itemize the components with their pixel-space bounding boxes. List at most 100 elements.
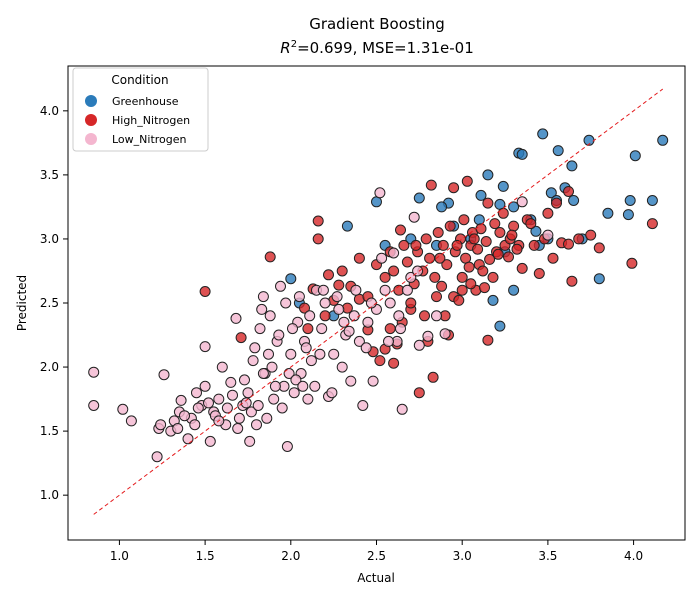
chart-title: Gradient Boosting (309, 15, 445, 33)
point-greenhouse-14 (622, 209, 634, 221)
point-low-nitrogen-113 (376, 252, 388, 264)
point-low-nitrogen-41 (285, 348, 297, 360)
point-low-nitrogen-95 (280, 297, 292, 309)
point-low-nitrogen-34 (263, 348, 274, 360)
y-tick-label: 1.5 (40, 424, 59, 438)
point-high-nitrogen-100 (353, 252, 365, 264)
point-low-nitrogen-90 (261, 412, 273, 424)
point-greenhouse-22 (436, 201, 448, 213)
point-high-nitrogen-104 (419, 310, 430, 322)
x-tick-label: 2.5 (367, 549, 386, 563)
point-high-nitrogen-111 (434, 252, 446, 264)
point-low-nitrogen-69 (396, 403, 408, 415)
point-high-nitrogen-85 (463, 261, 475, 273)
point-high-nitrogen-103 (405, 297, 417, 309)
point-low-nitrogen-60 (362, 316, 374, 328)
point-low-nitrogen-1 (88, 400, 100, 411)
point-greenhouse-9 (566, 160, 578, 172)
point-greenhouse-18 (371, 196, 382, 208)
x-tick-label: 3.5 (538, 549, 557, 563)
point-high-nitrogen-93 (497, 207, 509, 219)
point-greenhouse-4 (537, 128, 549, 140)
point-high-nitrogen-54 (566, 275, 578, 287)
point-high-nitrogen-51 (551, 197, 562, 209)
point-low-nitrogen-115 (393, 310, 405, 322)
point-low-nitrogen-98 (290, 374, 302, 386)
point-high-nitrogen-53 (563, 238, 574, 250)
point-high-nitrogen-7 (323, 269, 334, 281)
point-greenhouse-6 (475, 189, 487, 201)
point-high-nitrogen-87 (472, 243, 484, 255)
point-high-nitrogen-17 (388, 357, 400, 369)
point-greenhouse-34 (508, 284, 520, 296)
point-high-nitrogen-55 (573, 233, 585, 245)
point-high-nitrogen-80 (441, 259, 453, 271)
point-low-nitrogen-73 (422, 330, 434, 342)
point-low-nitrogen-116 (401, 284, 413, 296)
point-high-nitrogen-24 (431, 291, 442, 303)
point-greenhouse-3 (530, 225, 542, 237)
point-high-nitrogen-56 (585, 229, 597, 241)
point-low-nitrogen-14 (191, 387, 202, 399)
point-low-nitrogen-50 (319, 297, 331, 309)
point-low-nitrogen-56 (345, 375, 357, 387)
point-high-nitrogen-107 (465, 278, 477, 290)
point-high-nitrogen-109 (395, 224, 406, 236)
point-low-nitrogen-42 (288, 387, 300, 399)
point-low-nitrogen-20 (213, 393, 225, 405)
point-low-nitrogen-75 (439, 328, 451, 340)
point-low-nitrogen-64 (379, 284, 391, 296)
point-low-nitrogen-7 (158, 369, 170, 381)
point-high-nitrogen-15 (374, 355, 386, 367)
point-low-nitrogen-61 (367, 375, 379, 387)
point-greenhouse-16 (545, 187, 557, 199)
point-low-nitrogen-4 (151, 451, 163, 463)
legend-label-greenhouse: Greenhouse (112, 95, 179, 108)
point-high-nitrogen-92 (492, 248, 504, 260)
point-low-nitrogen-52 (328, 348, 340, 360)
point-low-nitrogen-118 (172, 423, 184, 434)
point-low-nitrogen-18 (204, 435, 216, 447)
point-greenhouse-30 (602, 207, 614, 219)
point-low-nitrogen-32 (257, 291, 269, 303)
point-high-nitrogen-0 (199, 286, 211, 297)
point-high-nitrogen-46 (528, 239, 540, 251)
point-high-nitrogen-28 (453, 294, 465, 306)
point-low-nitrogen-92 (269, 380, 281, 392)
point-high-nitrogen-47 (533, 268, 545, 279)
point-low-nitrogen-119 (192, 402, 204, 414)
legend-label-low-nitrogen: Low_Nitrogen (112, 133, 187, 146)
point-low-nitrogen-24 (230, 312, 242, 324)
point-greenhouse-12 (629, 150, 641, 162)
point-low-nitrogen-16 (199, 380, 211, 392)
point-low-nitrogen-88 (252, 400, 264, 411)
point-greenhouse-11 (593, 273, 605, 285)
point-low-nitrogen-30 (251, 419, 262, 431)
point-greenhouse-23 (482, 169, 494, 181)
point-low-nitrogen-100 (297, 380, 309, 392)
point-low-nitrogen-17 (199, 341, 211, 353)
y-tick-label: 4.0 (40, 104, 59, 118)
plot-area (88, 88, 669, 515)
point-low-nitrogen-91 (266, 361, 278, 373)
point-low-nitrogen-101 (300, 342, 312, 354)
point-high-nitrogen-102 (384, 323, 396, 335)
point-high-nitrogen-71 (401, 256, 413, 268)
point-greenhouse-13 (657, 134, 669, 146)
point-low-nitrogen-84 (232, 423, 244, 434)
legend-title: Condition (111, 73, 168, 87)
point-high-nitrogen-60 (425, 179, 437, 191)
point-low-nitrogen-28 (244, 435, 256, 447)
point-low-nitrogen-35 (264, 310, 276, 322)
point-low-nitrogen-31 (254, 323, 266, 335)
x-tick-label: 1.0 (110, 549, 129, 563)
point-high-nitrogen-62 (461, 175, 473, 187)
point-high-nitrogen-29 (456, 271, 468, 283)
point-high-nitrogen-59 (646, 218, 658, 230)
point-low-nitrogen-59 (357, 400, 369, 411)
point-low-nitrogen-54 (336, 361, 348, 373)
point-high-nitrogen-106 (456, 284, 468, 296)
point-high-nitrogen-70 (398, 239, 410, 251)
point-high-nitrogen-81 (444, 220, 456, 232)
